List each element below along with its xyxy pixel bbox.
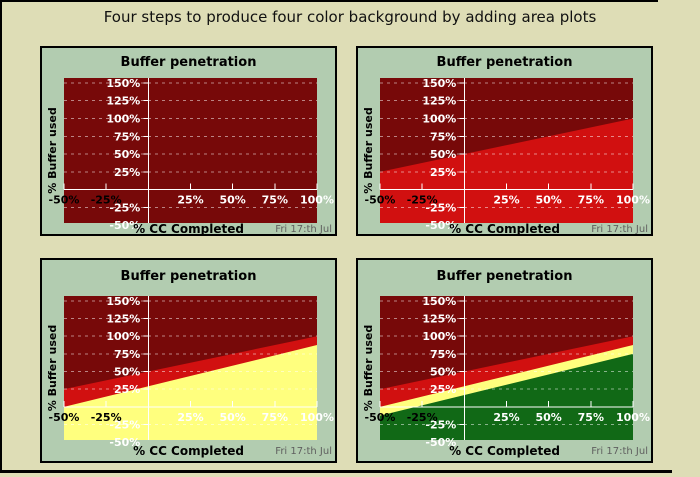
y-tick-label: 125% (422, 95, 456, 108)
x-tick-label: 75% (262, 194, 288, 207)
x-axis-title: % CC Completed (449, 444, 560, 458)
y-tick-label: 75% (430, 348, 456, 361)
y-tick-label: 50% (114, 148, 140, 161)
chart-title: Buffer penetration (436, 269, 573, 284)
plot-area: 150% 125% 100% 75% 50% 25% -25% -50% -50% -25% 25%… (49, 295, 334, 449)
x-tick-label: -50% (49, 194, 80, 207)
chart-footer: Fri 17:th Jul (275, 224, 332, 235)
y-tick-label: -50% (425, 436, 456, 449)
area-red (380, 118, 633, 223)
y-tick-label: 50% (114, 366, 140, 379)
y-tick-label: 150% (422, 295, 456, 308)
y-tick-label: 125% (106, 95, 140, 108)
y-tick-label: 75% (430, 130, 456, 143)
chart-svg: 150% 125% 100% 75% 50% 25% -25% -50% -50% -25% 25%… (365, 77, 650, 232)
x-tick-label: 50% (219, 411, 245, 424)
plot-area: 150% 125% 100% 75% 50% 25% -25% -50% -50% -25% 25%… (365, 295, 650, 449)
x-tick-label: 75% (578, 411, 604, 424)
x-tick-label: 75% (578, 194, 604, 207)
chart-panel-step1: Buffer penetration % Buffer used 150% 125… (40, 46, 337, 236)
chart-footer: Fri 17:th Jul (591, 446, 648, 457)
chart-footer: Fri 17:th Jul (591, 224, 648, 235)
x-tick-label: 50% (535, 411, 561, 424)
y-tick-label: 100% (106, 113, 140, 126)
x-tick-label: -25% (91, 411, 122, 424)
chart-footer: Fri 17:th Jul (275, 446, 332, 457)
plot-area: 150% 125% 100% 75% 50% 25% -25% -50% -50% -25% 25%… (365, 77, 650, 232)
y-tick-label: 150% (422, 77, 456, 90)
chart-svg: 150% 125% 100% 75% 50% 25% -25% -50% -50% -25% 25%… (49, 77, 334, 232)
frame-left-border (0, 0, 2, 473)
x-tick-label: -25% (407, 194, 438, 207)
y-tick-label: -25% (425, 201, 456, 214)
frame-top-border (0, 0, 658, 2)
y-tick-label: 75% (114, 348, 140, 361)
x-tick-label: -25% (91, 194, 122, 207)
plot-area: 150% 125% 100% 75% 50% 25% -25% -50% -50% -25% 25%… (49, 77, 334, 232)
x-tick-label: 50% (535, 194, 561, 207)
x-tick-label: 25% (177, 411, 203, 424)
x-tick-label: 100% (616, 411, 650, 424)
y-tick-label: 150% (106, 77, 140, 90)
chart-svg: 150% 125% 100% 75% 50% 25% -25% -50% -50% -25% 25%… (49, 295, 334, 449)
chart-panel-step3: Buffer penetration % Buffer used 150% 125… (40, 258, 337, 463)
y-tick-label: -50% (425, 219, 456, 232)
y-tick-label: 25% (430, 166, 456, 179)
frame-bottom-border (0, 470, 672, 473)
x-tick-label: 100% (300, 194, 334, 207)
y-tick-label: 125% (106, 313, 140, 326)
y-tick-label: 25% (114, 383, 140, 396)
x-tick-label: -25% (407, 411, 438, 424)
x-tick-label: 25% (493, 411, 519, 424)
x-tick-label: -50% (365, 194, 396, 207)
y-tick-label: 100% (106, 330, 140, 343)
x-tick-label: 100% (300, 411, 334, 424)
x-tick-label: 25% (177, 194, 203, 207)
x-axis-title: % CC Completed (133, 444, 244, 458)
y-tick-label: 150% (106, 295, 140, 308)
y-tick-label: -25% (425, 418, 456, 431)
chart-panel-step2: Buffer penetration % Buffer used 150% 125… (356, 46, 653, 236)
y-tick-label: 50% (430, 366, 456, 379)
x-tick-label: -50% (365, 411, 396, 424)
y-tick-label: 100% (422, 330, 456, 343)
y-tick-label: 25% (114, 166, 140, 179)
x-tick-label: 50% (219, 194, 245, 207)
x-tick-label: 100% (616, 194, 650, 207)
chart-panel-step4: Buffer penetration % Buffer used 150% 125… (356, 258, 653, 463)
y-tick-label: -25% (109, 201, 140, 214)
chart-svg: 150% 125% 100% 75% 50% 25% -25% -50% -50% -25% 25%… (365, 295, 650, 449)
figure-title: Four steps to produce four color backgro… (103, 8, 597, 26)
chart-title: Buffer penetration (120, 269, 257, 284)
plot-background (64, 78, 317, 223)
y-tick-label: 100% (422, 113, 456, 126)
x-axis-title: % CC Completed (449, 222, 560, 236)
y-tick-label: 25% (430, 383, 456, 396)
chart-title: Buffer penetration (120, 55, 257, 70)
y-tick-label: 50% (430, 148, 456, 161)
x-tick-label: 25% (493, 194, 519, 207)
area-yellow (64, 345, 317, 440)
chart-title: Buffer penetration (436, 55, 573, 70)
y-tick-label: 125% (422, 313, 456, 326)
x-tick-label: 75% (262, 411, 288, 424)
y-tick-label: 75% (114, 130, 140, 143)
area-green (380, 353, 633, 440)
x-tick-label: -50% (49, 411, 80, 424)
y-tick-label: -50% (109, 436, 140, 449)
y-tick-label: -50% (109, 219, 140, 232)
x-axis-title: % CC Completed (133, 222, 244, 236)
y-tick-label: -25% (109, 418, 140, 431)
